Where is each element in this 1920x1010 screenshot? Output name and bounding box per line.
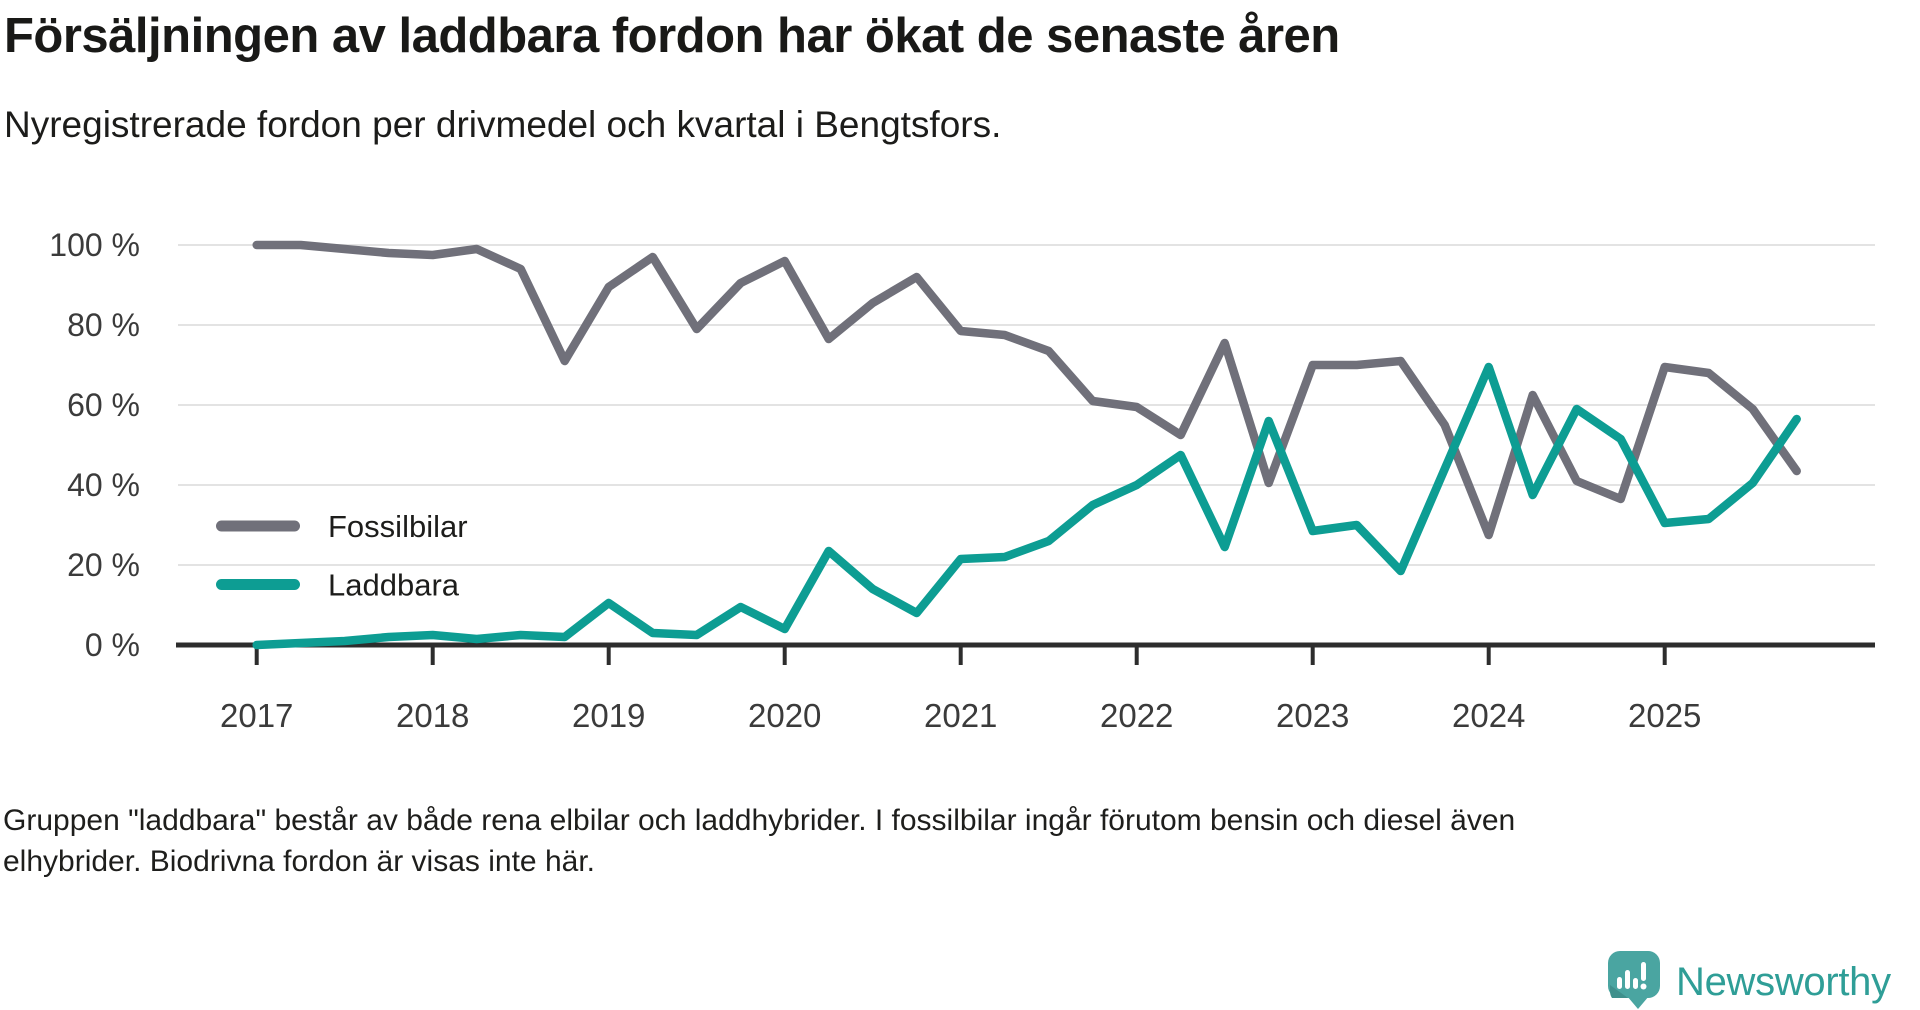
legend-label-fossilbilar: Fossilbilar <box>328 509 468 544</box>
laddbara-line <box>252 362 1801 650</box>
y-axis-labels: 0 % 20 % 40 % 60 % 80 % 100 % <box>49 227 140 663</box>
legend: Fossilbilar Laddbara <box>216 509 468 603</box>
x-axis-label: 2022 <box>1100 697 1173 734</box>
logo-bar <box>1625 970 1630 989</box>
x-axis-label: 2023 <box>1276 697 1349 734</box>
y-axis-label: 80 % <box>67 307 140 343</box>
footnote-line-2: elhybrider. Biodrivna fordon är visas in… <box>3 845 595 878</box>
legend-label-laddbara: Laddbara <box>328 568 460 603</box>
x-axis-label: 2025 <box>1628 697 1701 734</box>
y-axis-label: 0 % <box>85 627 140 663</box>
x-axis-label: 2019 <box>572 697 645 734</box>
logo-barchart-glyph <box>1617 962 1647 990</box>
chart-footnote: Gruppen "laddbara" består av både rena e… <box>3 800 1523 882</box>
y-axis-label: 20 % <box>67 547 140 583</box>
chart-title: Försäljningen av laddbara fordon har öka… <box>4 9 1340 63</box>
newsworthy-logo-icon <box>1608 951 1660 1009</box>
logo-bar <box>1617 977 1622 989</box>
x-axis-label: 2020 <box>748 697 821 734</box>
fossilbilar-line <box>252 240 1801 540</box>
x-axis-label: 2021 <box>924 697 997 734</box>
logo-bar <box>1633 978 1638 989</box>
chart-subtitle: Nyregistrerade fordon per drivmedel och … <box>4 104 1002 145</box>
logo-exclamation-bar <box>1641 962 1646 981</box>
y-axis-label: 100 % <box>49 227 140 263</box>
legend-swatch-laddbara <box>216 579 300 590</box>
x-axis-label: 2017 <box>220 697 293 734</box>
y-axis-label: 60 % <box>67 387 140 423</box>
x-axis-label: 2018 <box>396 697 469 734</box>
footnote-line-1: Gruppen "laddbara" består av både rena e… <box>3 804 1516 837</box>
logo-exclamation-dot <box>1640 983 1647 990</box>
y-axis-label: 40 % <box>67 467 140 503</box>
x-axis-label: 2024 <box>1452 697 1525 734</box>
series-lines <box>252 240 1801 650</box>
x-axis: 2017 2018 2019 2020 2021 2022 2023 2024 2025 <box>176 642 1875 734</box>
legend-swatch-fossilbilar <box>216 520 300 532</box>
newsworthy-logo-text: Newsworthy <box>1676 960 1891 1004</box>
